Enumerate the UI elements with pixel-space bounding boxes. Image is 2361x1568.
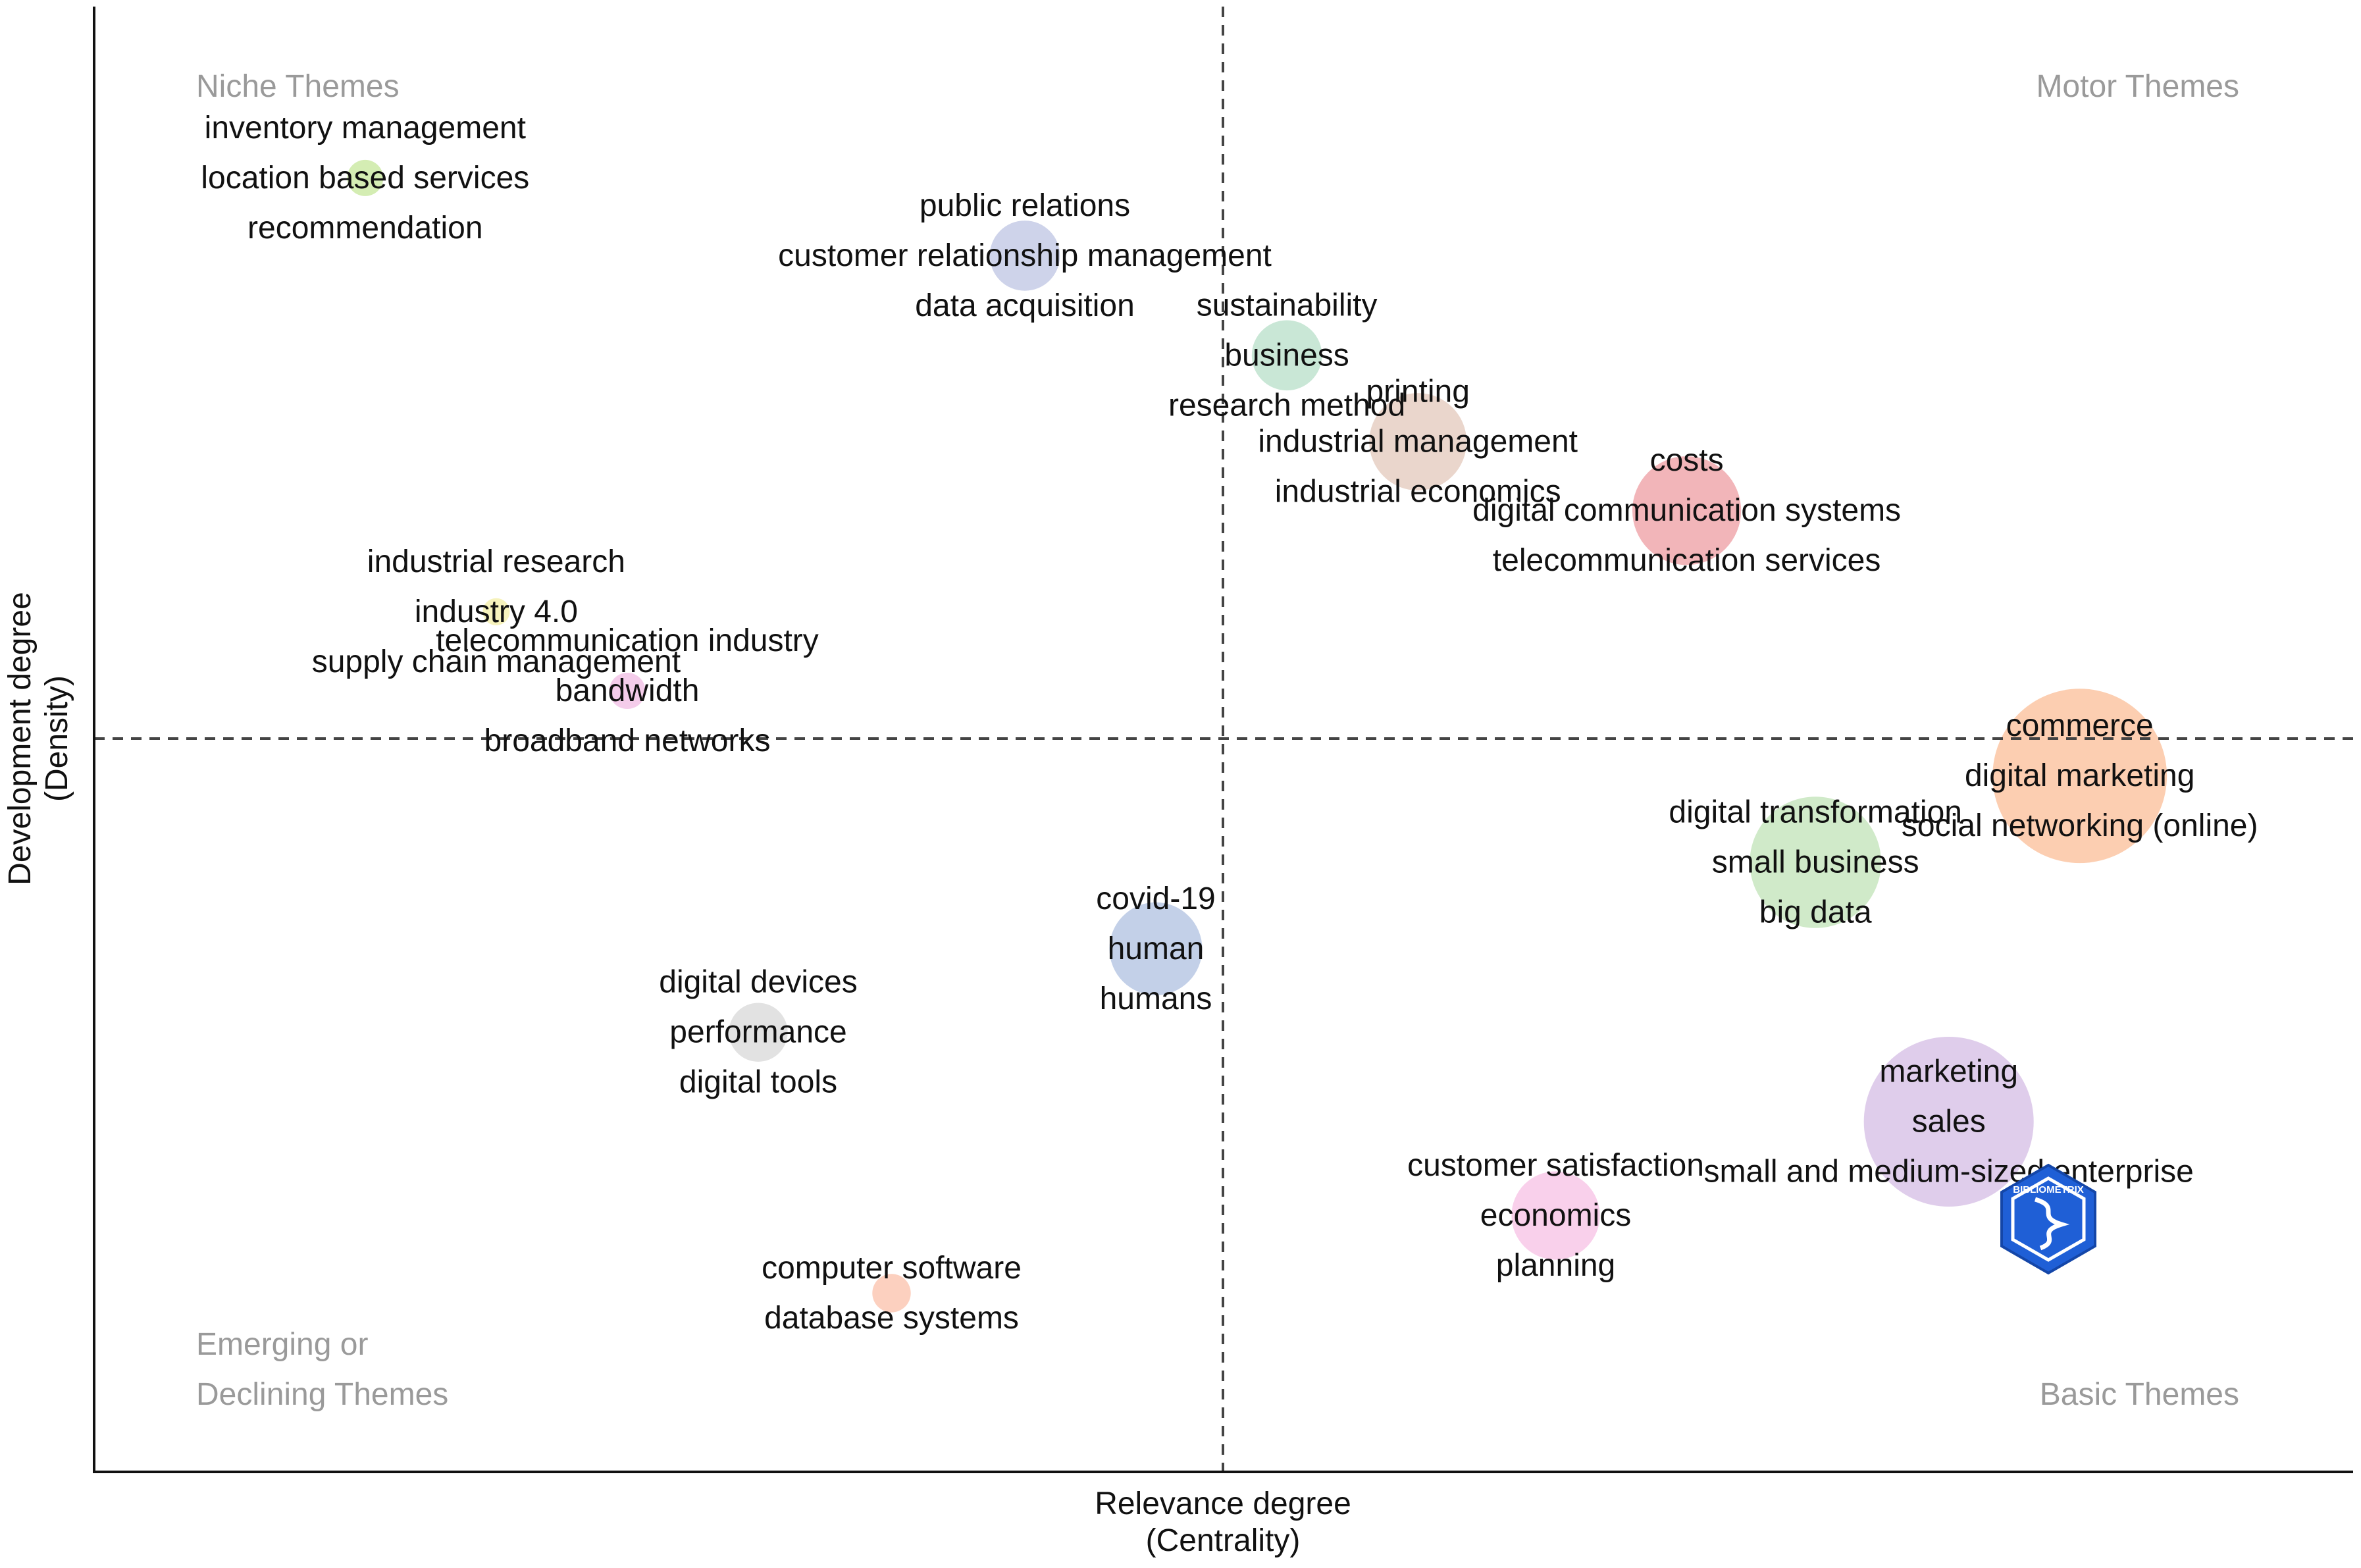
cluster-13-keyword-3: planning: [1496, 1248, 1616, 1283]
cluster-5-keyword-3: telecommunication services: [1493, 543, 1881, 578]
cluster-14-keyword-1: computer software: [762, 1251, 1022, 1286]
x-axis-title: Relevance degree: [1095, 1486, 1351, 1521]
cluster-bubble-8: [1992, 689, 2167, 864]
cluster-3-keyword-3: research method: [1168, 388, 1405, 423]
cluster-bubble-10: [1109, 902, 1203, 995]
cluster-11-keyword-3: digital tools: [679, 1065, 837, 1100]
cluster-12-keyword-1: marketing: [1879, 1055, 2018, 1089]
cluster-bubble-6: [482, 598, 510, 625]
cluster-10-keyword-1: covid-19: [1096, 881, 1215, 916]
cluster-14-keyword-2: database systems: [764, 1301, 1019, 1336]
x-axis-subtitle: (Centrality): [1146, 1523, 1301, 1558]
cluster-bubble-2: [989, 221, 1060, 291]
cluster-12-keyword-2: sales: [1912, 1105, 1986, 1139]
cluster-6-keyword-3: supply chain management: [312, 644, 681, 679]
logo-helix-icon: [2034, 1197, 2070, 1251]
logo-hexagon-outline-icon: [2011, 1176, 2086, 1262]
bubble-layer: [347, 159, 2167, 1313]
quadrant-label-emerging-line1: Emerging or: [196, 1327, 368, 1362]
cluster-12-keyword-3: small and medium-sized enterprise: [1704, 1155, 2194, 1189]
cluster-1-keyword-3: recommendation: [247, 211, 483, 246]
cluster-7-keyword-3: broadband networks: [484, 723, 771, 758]
cluster-bubble-1: [347, 159, 384, 196]
cluster-5-keyword-2: digital communication systems: [1472, 493, 1901, 528]
cluster-5-keyword-1: costs: [1650, 443, 1724, 478]
cluster-bubble-13: [1511, 1171, 1600, 1260]
cluster-13-keyword-2: economics: [1480, 1198, 1631, 1233]
cluster-bubble-9: [1750, 797, 1881, 928]
cluster-2-keyword-2: customer relationship management: [778, 238, 1272, 273]
cluster-10-keyword-2: human: [1108, 931, 1205, 966]
cluster-10-keyword-3: humans: [1100, 981, 1212, 1016]
y-axis-title: Development degree: [3, 592, 38, 885]
cluster-8-keyword-1: commerce: [2006, 708, 2154, 743]
cluster-3-keyword-1: sustainability: [1197, 288, 1378, 323]
bibliometrix-logo: BIBLIOMETRIX: [2000, 1163, 2096, 1275]
cluster-bubble-4: [1369, 393, 1467, 491]
cluster-7-keyword-1: telecommunication industry: [436, 623, 819, 658]
cluster-6-keyword-2: industry 4.0: [415, 594, 578, 629]
cluster-bubble-7: [609, 673, 646, 709]
cluster-6-keyword-1: industrial research: [367, 544, 625, 579]
quadrant-label-niche: Niche Themes: [196, 69, 400, 104]
quadrant-label-emerging-line2: Declining Themes: [196, 1377, 448, 1412]
cluster-8-keyword-2: digital marketing: [1965, 758, 2195, 793]
cluster-9-keyword-3: big data: [1759, 895, 1872, 930]
cluster-bubble-11: [729, 1003, 788, 1062]
quadrant-label-basic: Basic Themes: [2040, 1377, 2239, 1412]
cluster-11-keyword-1: digital devices: [659, 965, 858, 1000]
y-axis-subtitle: (Density): [39, 675, 74, 802]
cluster-9-keyword-2: small business: [1712, 845, 1919, 880]
cluster-bubble-3: [1251, 320, 1322, 391]
cluster-13-keyword-1: customer satisfaction: [1407, 1148, 1704, 1183]
cluster-4-keyword-3: industrial economics: [1275, 475, 1561, 510]
cluster-2-keyword-3: data acquisition: [915, 288, 1135, 323]
cluster-8-keyword-3: social networking (online): [1902, 808, 2258, 843]
cluster-4-keyword-1: printing: [1366, 375, 1469, 409]
cluster-4-keyword-2: industrial management: [1258, 425, 1578, 459]
cluster-1-keyword-1: inventory management: [205, 111, 526, 145]
cluster-2-keyword-1: public relations: [920, 188, 1130, 223]
cluster-bubble-14: [872, 1274, 911, 1313]
cluster-9-keyword-1: digital transformation: [1669, 795, 1962, 830]
label-layer: inventory management location based servi…: [201, 111, 2258, 1336]
cluster-11-keyword-2: performance: [669, 1015, 846, 1050]
cluster-bubble-5: [1632, 456, 1742, 565]
logo-wordmark: BIBLIOMETRIX: [2013, 1184, 2084, 1195]
cluster-7-keyword-2: bandwidth: [556, 673, 700, 708]
quadrant-label-motor: Motor Themes: [2036, 69, 2239, 104]
cluster-bubble-12: [1863, 1037, 2034, 1207]
cluster-1-keyword-2: location based services: [201, 161, 529, 196]
cluster-3-keyword-2: business: [1224, 338, 1349, 373]
